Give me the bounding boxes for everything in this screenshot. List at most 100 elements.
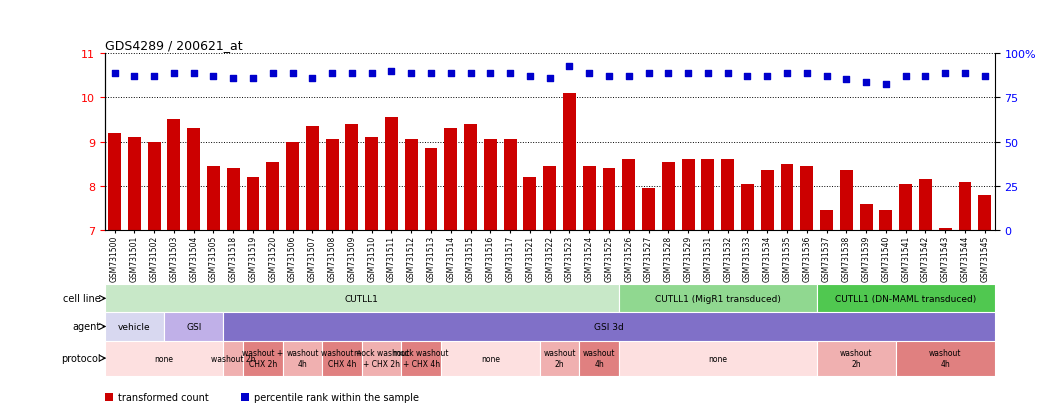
Bar <box>243 341 283 376</box>
Point <box>205 74 222 80</box>
Point <box>957 70 974 77</box>
Point <box>857 79 874 86</box>
Text: protocol: protocol <box>61 353 101 363</box>
Bar <box>820 211 833 231</box>
Bar <box>425 149 438 231</box>
Bar <box>879 211 892 231</box>
Bar <box>148 142 160 231</box>
Bar <box>619 341 817 376</box>
Point <box>660 70 676 77</box>
Point <box>502 70 518 77</box>
Bar <box>365 138 378 231</box>
Text: mock washout
+ CHX 2h: mock washout + CHX 2h <box>354 349 409 368</box>
Point <box>561 64 578 70</box>
Bar <box>817 285 995 313</box>
Point <box>818 74 834 80</box>
Bar <box>939 229 952 231</box>
Bar <box>108 133 121 231</box>
Bar <box>207 166 220 231</box>
Point <box>699 70 716 77</box>
Text: washout
4h: washout 4h <box>929 349 961 368</box>
Bar <box>223 313 995 341</box>
Bar <box>362 341 401 376</box>
Point <box>779 70 796 77</box>
Bar <box>306 127 318 231</box>
Bar <box>105 341 223 376</box>
Point <box>265 70 282 77</box>
Bar <box>579 341 619 376</box>
Point <box>521 74 538 80</box>
Point <box>877 81 894 88</box>
Text: washout
2h: washout 2h <box>543 349 576 368</box>
Bar <box>286 142 299 231</box>
Bar <box>322 341 362 376</box>
Point <box>581 70 598 77</box>
Bar <box>540 341 579 376</box>
Point <box>897 74 914 80</box>
Text: vehicle: vehicle <box>118 322 151 331</box>
Point <box>146 74 162 80</box>
Bar <box>619 285 817 313</box>
Text: cell line: cell line <box>63 294 101 304</box>
Bar <box>128 138 140 231</box>
Text: washout
4h: washout 4h <box>286 349 318 368</box>
Bar <box>896 341 995 376</box>
Text: washout +
CHX 2h: washout + CHX 2h <box>242 349 284 368</box>
Bar <box>563 94 576 231</box>
Text: CUTLL1: CUTLL1 <box>344 294 379 303</box>
Point <box>423 70 440 77</box>
Bar <box>622 160 636 231</box>
Bar <box>662 162 674 231</box>
Bar <box>464 125 477 231</box>
Bar <box>283 341 322 376</box>
Text: washout
4h: washout 4h <box>583 349 616 368</box>
Bar <box>504 140 516 231</box>
Bar <box>223 341 243 376</box>
Text: CUTLL1 (DN-MAML transduced): CUTLL1 (DN-MAML transduced) <box>836 294 976 303</box>
Text: GDS4289 / 200621_at: GDS4289 / 200621_at <box>105 39 242 52</box>
Bar <box>227 169 240 231</box>
Point <box>680 70 696 77</box>
Bar <box>682 160 694 231</box>
Text: GSI: GSI <box>186 322 201 331</box>
Bar <box>817 341 896 376</box>
Point <box>106 70 122 77</box>
Point <box>126 74 142 80</box>
Text: transformed count: transformed count <box>118 392 209 402</box>
Point <box>443 70 460 77</box>
Bar <box>164 313 223 341</box>
Bar <box>543 166 556 231</box>
Bar <box>441 341 540 376</box>
Text: percentile rank within the sample: percentile rank within the sample <box>254 392 420 402</box>
Bar <box>326 140 338 231</box>
Text: washout
2h: washout 2h <box>840 349 872 368</box>
Point <box>304 76 320 82</box>
Bar <box>919 180 932 231</box>
Bar <box>978 195 992 231</box>
Point <box>383 68 400 75</box>
Bar <box>187 129 200 231</box>
Text: agent: agent <box>72 322 101 332</box>
Text: none: none <box>708 354 728 363</box>
Point <box>838 77 854 83</box>
Point <box>185 70 202 77</box>
Bar <box>959 182 972 231</box>
Bar <box>484 140 496 231</box>
Point <box>719 70 736 77</box>
Bar <box>346 125 358 231</box>
Bar <box>860 204 872 231</box>
Bar <box>401 341 441 376</box>
Bar <box>781 164 794 231</box>
Text: none: none <box>481 354 499 363</box>
Bar <box>266 162 280 231</box>
Point <box>541 76 558 82</box>
Bar <box>899 184 912 231</box>
Bar <box>524 178 536 231</box>
Point <box>739 74 756 80</box>
Point <box>462 70 478 77</box>
Point <box>601 74 618 80</box>
Bar <box>105 313 164 341</box>
Bar <box>247 178 260 231</box>
Bar <box>405 140 418 231</box>
Bar <box>168 120 180 231</box>
